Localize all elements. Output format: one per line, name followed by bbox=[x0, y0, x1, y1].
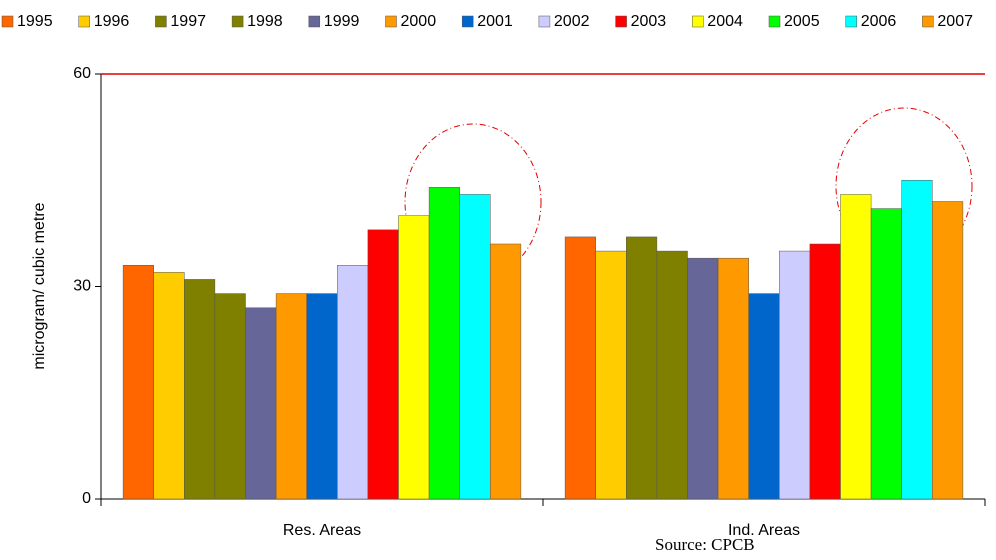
bar bbox=[490, 243, 522, 500]
legend-label: 2004 bbox=[707, 13, 743, 30]
bar bbox=[428, 187, 460, 500]
highlight-circle bbox=[835, 107, 973, 265]
bar bbox=[337, 265, 369, 500]
legend-swatch bbox=[461, 15, 474, 28]
legend-swatch bbox=[155, 15, 167, 28]
legend-label: 2001 bbox=[477, 13, 513, 30]
legend-label: 1998 bbox=[247, 13, 283, 30]
y-tick-label: 0 bbox=[82, 490, 91, 507]
legend-swatch bbox=[768, 15, 781, 28]
bar bbox=[840, 194, 872, 500]
bar bbox=[306, 293, 338, 500]
legend-swatch bbox=[692, 15, 704, 28]
legend-swatch bbox=[385, 15, 397, 28]
legend-label: 2005 bbox=[784, 13, 820, 30]
source-note: Source: CPCB bbox=[655, 535, 755, 554]
bar bbox=[870, 208, 902, 500]
legend-label: 2000 bbox=[401, 13, 437, 30]
bar bbox=[687, 257, 719, 500]
legend-swatch bbox=[538, 15, 551, 28]
x-tick-label: Res. Areas bbox=[283, 522, 361, 539]
bar bbox=[122, 265, 154, 500]
legend-label: 2006 bbox=[861, 13, 897, 30]
legend-label: 2007 bbox=[937, 13, 973, 30]
legend-swatch bbox=[231, 15, 244, 28]
y-tick-label: 30 bbox=[73, 278, 91, 295]
bar bbox=[656, 250, 688, 500]
bar bbox=[184, 279, 216, 500]
bar bbox=[779, 250, 811, 500]
bar bbox=[153, 272, 185, 500]
legend-label: 2003 bbox=[631, 13, 667, 30]
bar bbox=[626, 236, 658, 500]
legend-swatch bbox=[308, 15, 321, 28]
bar bbox=[245, 307, 277, 500]
bar bbox=[275, 293, 307, 500]
bar bbox=[748, 293, 780, 500]
bar bbox=[932, 201, 964, 500]
legend-label: 2002 bbox=[554, 13, 590, 30]
legend-swatch bbox=[922, 15, 934, 28]
bar bbox=[398, 215, 430, 500]
bar bbox=[809, 243, 841, 500]
x-tick-label: Ind. Areas bbox=[728, 522, 800, 539]
bar bbox=[564, 236, 596, 500]
legend-label: 1997 bbox=[170, 13, 206, 30]
legend-swatch bbox=[1, 15, 14, 28]
bar bbox=[901, 180, 933, 500]
legend-label: 1999 bbox=[324, 13, 360, 30]
bar bbox=[717, 257, 749, 500]
bar bbox=[595, 250, 627, 500]
legend-label: 1995 bbox=[17, 13, 53, 30]
y-axis-label: microgram/ cubic metre bbox=[31, 202, 48, 369]
legend-swatch bbox=[78, 15, 90, 28]
bar bbox=[214, 293, 246, 500]
legend-swatch bbox=[615, 15, 627, 28]
bar bbox=[367, 229, 399, 500]
highlight-circle bbox=[404, 123, 542, 281]
legend-swatch bbox=[845, 15, 857, 28]
y-tick-label: 60 bbox=[73, 65, 91, 82]
bar bbox=[459, 194, 491, 500]
legend-label: 1996 bbox=[94, 13, 130, 30]
